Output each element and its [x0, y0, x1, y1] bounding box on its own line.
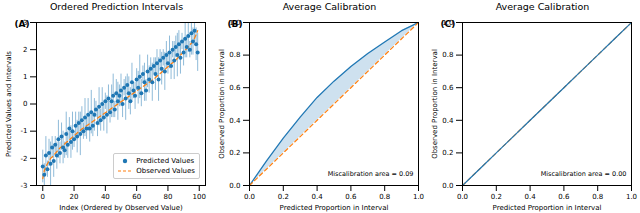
- svg-text:Observed Proportion in Interva: Observed Proportion in Interval: [431, 49, 439, 159]
- svg-text:0.0: 0.0: [229, 182, 240, 190]
- svg-text:0.8: 0.8: [379, 193, 390, 201]
- svg-text:60: 60: [132, 193, 141, 201]
- svg-text:0.6: 0.6: [558, 193, 570, 201]
- html-text:Ordered Prediction Intervals: Ordered Prediction Intervals: [49, 1, 184, 12]
- svg-text:Predicted Proportion in Interv: Predicted Proportion in Interval: [280, 204, 389, 212]
- svg-text:2: 2: [23, 46, 27, 54]
- svg-text:0.2: 0.2: [442, 149, 453, 157]
- svg-text:0: 0: [41, 193, 45, 201]
- svg-text:100: 100: [193, 193, 206, 201]
- svg-text:0.4: 0.4: [229, 117, 241, 125]
- svg-text:0.6: 0.6: [229, 84, 241, 92]
- html-text:Average Calibration: Average Calibration: [282, 1, 377, 12]
- svg-text:-2: -2: [21, 155, 28, 163]
- svg-text:0.0: 0.0: [244, 193, 255, 201]
- html-text:Predicted Values: Predicted Values: [136, 157, 195, 165]
- svg-text:Predicted Values and Intervals: Predicted Values and Intervals: [5, 51, 13, 157]
- svg-text:40: 40: [101, 193, 110, 201]
- svg-text:(C): (C): [441, 19, 456, 29]
- svg-text:0: 0: [23, 100, 27, 108]
- svg-text:0.2: 0.2: [491, 193, 502, 201]
- svg-text:(A): (A): [15, 19, 30, 29]
- svg-text:Index (Ordered by Observed Val: Index (Ordered by Observed Value): [59, 204, 183, 212]
- svg-text:80: 80: [163, 193, 172, 201]
- svg-text:Observed Proportion in Interva: Observed Proportion in Interval: [218, 49, 226, 159]
- svg-text:0.6: 0.6: [442, 84, 454, 92]
- html-text:Average Calibration: Average Calibration: [495, 1, 590, 12]
- svg-text:0.4: 0.4: [442, 117, 454, 125]
- svg-text:-1: -1: [21, 127, 28, 135]
- svg-text:1: 1: [23, 73, 27, 81]
- svg-text:0.2: 0.2: [229, 149, 240, 157]
- svg-text:0.0: 0.0: [457, 193, 468, 201]
- svg-text:0.8: 0.8: [442, 51, 453, 59]
- svg-text:(B): (B): [228, 19, 243, 29]
- svg-text:-3: -3: [21, 182, 28, 190]
- svg-text:0.2: 0.2: [278, 193, 289, 201]
- svg-text:0.4: 0.4: [525, 193, 537, 201]
- svg-text:0.0: 0.0: [442, 182, 453, 190]
- html-text:Observed Values: Observed Values: [136, 167, 195, 175]
- svg-text:1.0: 1.0: [413, 193, 424, 201]
- svg-text:0.8: 0.8: [229, 51, 240, 59]
- svg-text:Predicted Proportion in Interv: Predicted Proportion in Interval: [493, 204, 602, 212]
- svg-text:Miscalibration area = 0.00: Miscalibration area = 0.00: [541, 170, 627, 178]
- svg-text:Miscalibration area = 0.09: Miscalibration area = 0.09: [328, 170, 414, 178]
- svg-text:0.4: 0.4: [312, 193, 324, 201]
- svg-text:20: 20: [70, 193, 79, 201]
- svg-text:1.0: 1.0: [626, 193, 637, 201]
- svg-text:0.8: 0.8: [592, 193, 603, 201]
- svg-text:0.6: 0.6: [345, 193, 357, 201]
